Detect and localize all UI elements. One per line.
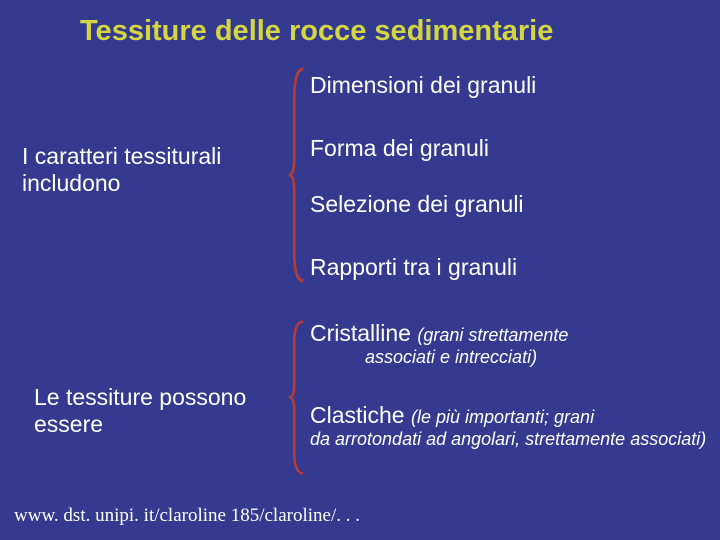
brace-section1 [287,67,305,283]
slide-title: Tessiture delle rocce sedimentarie [80,15,553,48]
s2-item-1-sub1: (le più importanti; grani [411,407,594,427]
footer-url: www. dst. unipi. it/claroline 185/clarol… [14,505,360,527]
s2-item-1-sub2: da arrotondati ad angolari, strettamente… [310,429,710,450]
s1-item-0: Dimensioni dei granuli [310,72,536,99]
section1-label: I caratteri tessiturali includono [22,143,282,197]
section2-label: Le tessiture possono essere [34,384,284,438]
s2-item-0-sub1: (grani strettamente [417,325,568,345]
brace-section2 [287,320,305,475]
s2-item-0-main: Cristalline [310,320,417,346]
s2-item-1: Clastiche (le più importanti; grani [310,402,594,429]
s1-item-2: Selezione dei granuli [310,191,524,218]
s2-item-0-sub2: associati e intrecciati) [365,347,537,368]
s2-item-1-main: Clastiche [310,402,411,428]
s1-item-3: Rapporti tra i granuli [310,254,517,281]
s2-item-0: Cristalline (grani strettamente [310,320,568,347]
s1-item-1: Forma dei granuli [310,135,489,162]
